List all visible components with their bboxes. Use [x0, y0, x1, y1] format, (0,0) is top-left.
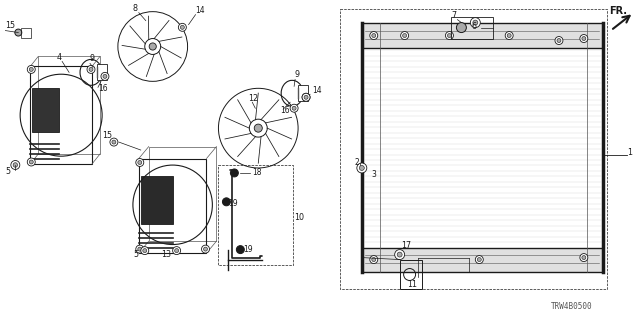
Circle shape — [445, 32, 453, 40]
Text: 12: 12 — [248, 94, 259, 103]
Polygon shape — [32, 88, 59, 132]
Text: 13: 13 — [161, 250, 171, 259]
Circle shape — [149, 43, 156, 50]
Circle shape — [28, 65, 35, 73]
Text: 10: 10 — [294, 213, 304, 222]
Polygon shape — [362, 23, 603, 49]
Circle shape — [473, 20, 478, 25]
Circle shape — [447, 34, 451, 37]
Circle shape — [173, 247, 180, 255]
Text: 5: 5 — [134, 250, 139, 259]
Text: 9: 9 — [89, 54, 94, 63]
Text: 14: 14 — [196, 6, 205, 15]
Circle shape — [11, 161, 20, 170]
Circle shape — [223, 198, 230, 206]
Circle shape — [505, 32, 513, 40]
Circle shape — [175, 249, 179, 252]
Text: 1: 1 — [627, 148, 632, 156]
Circle shape — [112, 140, 116, 144]
Circle shape — [582, 256, 586, 260]
Bar — [298, 85, 308, 101]
Circle shape — [230, 169, 238, 177]
Text: 15: 15 — [5, 21, 15, 30]
Bar — [97, 64, 107, 80]
Bar — [399, 260, 422, 289]
Text: 19: 19 — [243, 245, 253, 254]
Circle shape — [15, 29, 22, 36]
Circle shape — [103, 74, 107, 78]
Circle shape — [136, 158, 144, 166]
Bar — [21, 28, 31, 37]
Circle shape — [580, 253, 588, 261]
Circle shape — [292, 106, 296, 110]
Circle shape — [204, 247, 207, 251]
Circle shape — [555, 36, 563, 44]
Circle shape — [470, 18, 480, 28]
Circle shape — [403, 34, 406, 37]
Circle shape — [13, 163, 17, 167]
Circle shape — [202, 245, 209, 253]
Text: 11: 11 — [408, 280, 418, 289]
Circle shape — [477, 258, 481, 261]
Text: TRW4B0500: TRW4B0500 — [551, 302, 593, 311]
Circle shape — [359, 165, 364, 171]
Circle shape — [357, 163, 367, 173]
Text: 2: 2 — [355, 158, 360, 167]
Circle shape — [372, 34, 376, 37]
Text: 8: 8 — [133, 4, 138, 13]
Circle shape — [304, 95, 308, 99]
Text: 9: 9 — [294, 70, 300, 79]
Text: 7: 7 — [451, 11, 456, 20]
Circle shape — [28, 158, 35, 166]
Circle shape — [138, 161, 142, 164]
Text: 6: 6 — [471, 22, 476, 31]
Circle shape — [89, 68, 93, 71]
Polygon shape — [362, 248, 603, 271]
Text: 14: 14 — [312, 86, 322, 95]
Circle shape — [180, 25, 184, 29]
Circle shape — [136, 245, 144, 253]
Circle shape — [372, 258, 376, 261]
Circle shape — [582, 36, 586, 41]
Text: 18: 18 — [252, 168, 262, 178]
Circle shape — [290, 104, 298, 112]
Text: 16: 16 — [280, 106, 290, 115]
Circle shape — [110, 138, 118, 146]
Text: 5: 5 — [5, 167, 10, 176]
Circle shape — [29, 68, 33, 71]
Circle shape — [302, 93, 310, 101]
Circle shape — [580, 35, 588, 43]
Circle shape — [141, 247, 148, 255]
Bar — [218, 165, 293, 265]
Circle shape — [143, 249, 147, 252]
Circle shape — [101, 72, 109, 80]
Circle shape — [395, 250, 404, 260]
Bar — [451, 17, 493, 38]
Circle shape — [397, 252, 402, 257]
Bar — [340, 9, 607, 289]
Circle shape — [456, 23, 467, 33]
Circle shape — [476, 256, 483, 264]
Circle shape — [302, 93, 310, 101]
Text: 19: 19 — [228, 199, 238, 208]
Polygon shape — [141, 176, 173, 224]
Circle shape — [370, 256, 378, 264]
Circle shape — [29, 160, 33, 164]
Circle shape — [401, 32, 408, 40]
Text: 15: 15 — [102, 131, 112, 140]
Circle shape — [507, 34, 511, 37]
Circle shape — [370, 32, 378, 40]
Circle shape — [87, 65, 95, 73]
Text: 4: 4 — [56, 53, 61, 62]
Text: 16: 16 — [98, 84, 108, 93]
Circle shape — [236, 246, 244, 253]
Circle shape — [304, 95, 308, 99]
Circle shape — [138, 247, 142, 251]
Circle shape — [557, 38, 561, 43]
Text: 17: 17 — [402, 241, 412, 250]
Text: FR.: FR. — [609, 6, 627, 16]
Circle shape — [254, 124, 262, 132]
Circle shape — [179, 23, 186, 31]
Text: 3: 3 — [372, 171, 377, 180]
